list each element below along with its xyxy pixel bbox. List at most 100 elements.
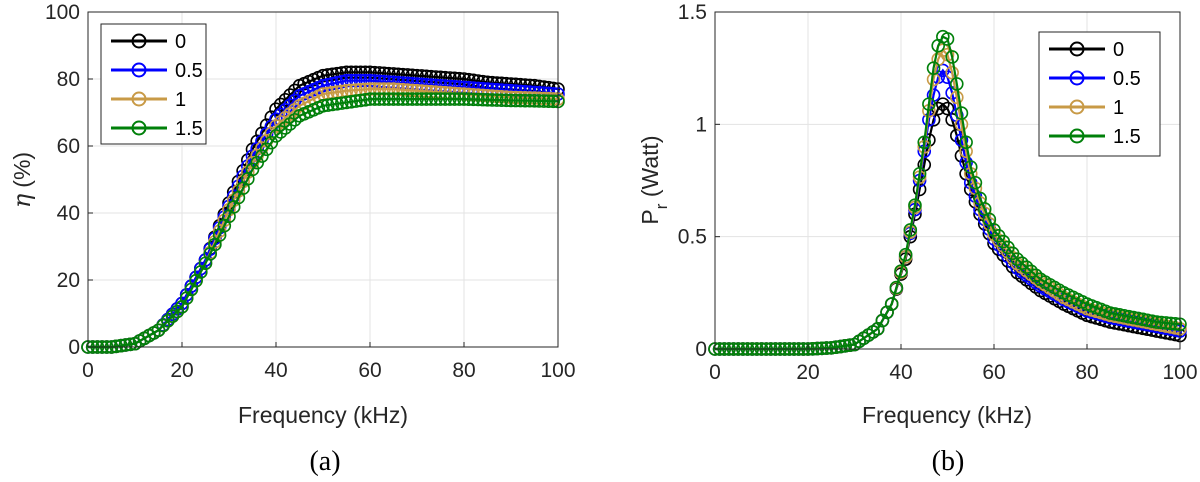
b-y-axis-label: Pr (Watt)	[637, 135, 671, 224]
b-legend-label: 0	[1113, 39, 1124, 61]
b-series-point	[1024, 264, 1038, 279]
a-legend-swatch-marker	[131, 91, 147, 107]
a-series-point	[513, 93, 528, 108]
a-series-point	[396, 92, 410, 106]
b-legend-label: 0.5	[1113, 68, 1141, 90]
a-series-point	[499, 93, 514, 108]
a-series-point	[485, 93, 500, 107]
a-series-point	[372, 74, 387, 89]
a-series-point	[245, 162, 260, 177]
b-series-layer	[708, 29, 1187, 356]
b-legend-item: 1.5	[1049, 126, 1141, 148]
a-series-point	[419, 92, 434, 106]
b-series-point	[1159, 316, 1173, 330]
b-series-point	[843, 338, 857, 352]
a-series-layer	[81, 65, 565, 354]
b-series-point	[884, 297, 899, 311]
a-y-axis-symbol: η	[8, 193, 36, 208]
b-x-tick-label: 20	[796, 361, 819, 384]
b-legend-swatch-marker	[1069, 70, 1085, 86]
a-series-point	[320, 98, 335, 112]
a-series-point	[250, 155, 265, 170]
a-series-point	[353, 93, 368, 108]
b-series-point	[833, 339, 848, 354]
a-y-tick-label: 40	[57, 202, 80, 225]
b-legend-swatch-marker	[1069, 41, 1085, 57]
a-series-point	[165, 309, 180, 323]
a-caption: (a)	[309, 446, 340, 477]
a-x-tick-label: 100	[540, 359, 575, 382]
a-series-point	[339, 95, 354, 110]
a-series-point	[447, 92, 462, 106]
b-series-point	[889, 280, 904, 295]
b-y-tick-label: 1.5	[678, 1, 707, 24]
a-series-point	[259, 142, 274, 157]
a-series-point	[494, 93, 509, 107]
a-series-point	[381, 92, 396, 106]
b-series-point	[819, 341, 834, 355]
a-series-point	[419, 84, 434, 99]
b-series-point	[870, 321, 885, 336]
b-series-point	[926, 61, 941, 75]
a-series-point	[438, 92, 453, 106]
a-series-point	[443, 92, 457, 106]
a-series-point	[400, 92, 415, 106]
a-axes-box	[87, 11, 559, 348]
a-series-point	[471, 74, 485, 88]
b-series-point	[1154, 315, 1169, 330]
b-series-point	[1126, 310, 1141, 325]
b-legend-label: 1	[1113, 97, 1124, 119]
a-series-point	[358, 92, 373, 107]
b-series-point	[945, 65, 959, 80]
panel-a: 0 20 40 60 80 100 0 20 40 60 80 100 Frequency (kHz…	[8, 1, 576, 477]
a-series-point	[372, 92, 387, 106]
a-series-point	[541, 94, 556, 108]
b-legend: 0 0.5 1 1.5	[1038, 31, 1161, 157]
a-series-point	[475, 92, 490, 107]
b-x-axis-label: Frequency (kHz)	[862, 402, 1032, 428]
a-series-point	[151, 323, 166, 338]
a-x-axis-label: Frequency (kHz)	[238, 402, 408, 428]
a-legend: 0 0.5 1 1.5	[100, 23, 207, 145]
a-legend-label: 1.5	[175, 118, 203, 140]
b-y-axis-sub: r	[652, 203, 671, 209]
b-series-point	[936, 97, 950, 111]
b-series-point	[838, 339, 853, 353]
b-series-point	[1029, 268, 1043, 283]
a-legend-item: 0	[111, 31, 186, 53]
a-series-point	[344, 94, 359, 109]
b-series-point	[912, 166, 927, 181]
a-series-point	[405, 92, 420, 106]
b-series-point	[1136, 312, 1150, 327]
a-legend-item: 0.5	[111, 60, 203, 82]
a-series-point	[325, 97, 340, 112]
b-series-point	[898, 247, 913, 262]
b-series-point	[922, 97, 936, 111]
b-series-point	[1103, 306, 1118, 320]
a-series-point	[114, 338, 128, 353]
a-series-point	[283, 98, 297, 112]
a-series-point	[123, 337, 138, 352]
a-series-point	[367, 92, 382, 106]
b-series-point	[963, 160, 978, 174]
a-y-axis-label: η (%)	[8, 152, 36, 208]
b-x-tick-label: 40	[889, 361, 912, 384]
b-series-point	[1145, 314, 1159, 328]
b-series-point	[880, 305, 894, 320]
b-caption: (b)	[932, 446, 965, 477]
a-legend-item: 1.5	[111, 118, 203, 140]
a-series-point	[466, 92, 481, 107]
a-x-ticks: 0 20 40 60 80 100	[82, 342, 576, 382]
a-series-point	[414, 92, 429, 106]
a-legend-swatch-marker	[131, 120, 147, 136]
a-series-point	[156, 318, 170, 333]
a-legend-label: 1	[175, 89, 186, 111]
a-series-point	[264, 135, 279, 150]
b-series-point	[1112, 308, 1127, 322]
b-series-point	[1140, 313, 1155, 328]
b-series-point	[936, 63, 950, 78]
b-series-point	[1122, 309, 1136, 324]
a-y-tick-label: 80	[57, 68, 80, 91]
a-series-point	[433, 92, 448, 106]
